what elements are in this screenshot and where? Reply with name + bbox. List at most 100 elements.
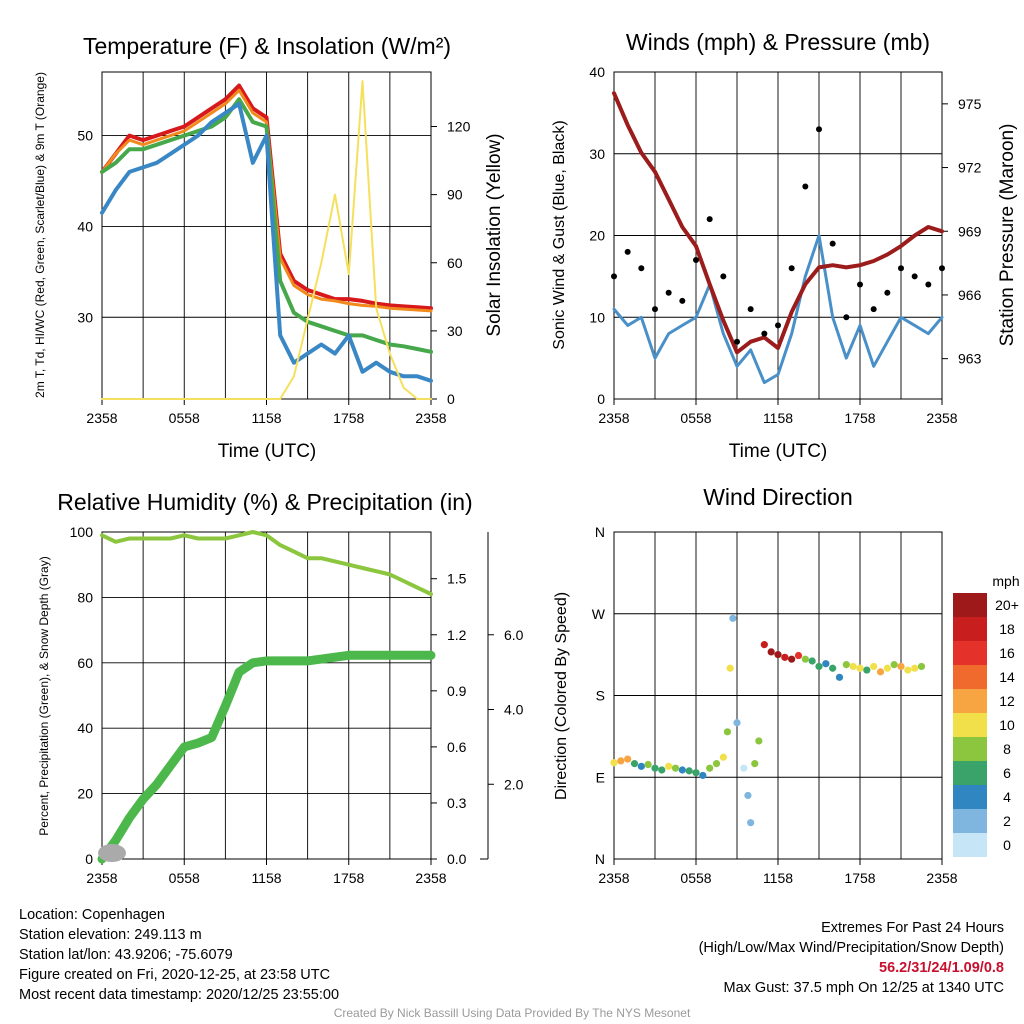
- direction-point: [774, 651, 782, 659]
- speed-legend-label: 6: [1003, 765, 1011, 781]
- direction-point: [726, 664, 734, 672]
- direction-point: [856, 664, 864, 672]
- x-tick-label: 1758: [333, 870, 364, 886]
- gust-point: [857, 281, 863, 288]
- direction-point: [883, 664, 891, 672]
- x-tick-label: 1158: [763, 870, 793, 886]
- direction-point: [630, 760, 639, 768]
- rh-panel-title: Relative Humidity (%) & Precipitation (i…: [57, 489, 472, 515]
- direction-point: [781, 653, 789, 661]
- direction-point: [760, 641, 768, 649]
- extremes-title: Extremes For Past 24 Hours: [821, 920, 1004, 936]
- elevation-text: Station elevation: 249.113 m: [19, 927, 202, 943]
- y2-tick-label: 120: [447, 119, 471, 135]
- direction-point: [801, 655, 809, 663]
- y-tick-label: 0: [85, 851, 93, 867]
- x-tick-label: 2358: [415, 410, 446, 426]
- y-tick-label: N: [595, 851, 605, 867]
- direction-point: [699, 771, 707, 780]
- gust-point: [884, 289, 891, 296]
- x-tick-label: 0558: [680, 870, 711, 886]
- speed-legend-label: 4: [1003, 789, 1011, 805]
- x-tick-label: 0558: [680, 410, 711, 426]
- direction-point: [644, 760, 652, 769]
- direction-point: [917, 662, 926, 671]
- y-tick-label: 10: [589, 309, 605, 325]
- speed-legend-swatch: [953, 617, 987, 641]
- direction-point: [729, 614, 737, 622]
- y2-tick-label: 1.5: [447, 571, 467, 587]
- direction-point: [751, 760, 759, 768]
- speed-legend-swatch: [953, 689, 987, 713]
- y-tick-label: 30: [77, 309, 93, 325]
- series-wind: [612, 234, 944, 385]
- direction-point: [624, 755, 632, 763]
- direction-point: [637, 762, 645, 770]
- gust-point: [747, 306, 754, 313]
- y2-tick-label: 60: [447, 255, 463, 271]
- direction-point: [835, 673, 844, 681]
- speed-legend-unit: mph: [992, 573, 1019, 589]
- credit-text: Created By Nick Bassill Using Data Provi…: [333, 1006, 691, 1020]
- direction-point: [692, 769, 700, 777]
- y-tick-label: 50: [77, 128, 93, 144]
- direction-point: [904, 666, 912, 674]
- y-tick-label: S: [596, 688, 605, 704]
- wind-x-title: Time (UTC): [729, 441, 828, 462]
- temp-y-title: 2m T, Td, HI/WC (Red, Green, Scarlet/Blu…: [33, 72, 47, 398]
- direction-point: [671, 764, 680, 772]
- gust-point: [761, 330, 768, 337]
- speed-legend-label: 12: [999, 693, 1015, 709]
- y-tick-label: 60: [77, 655, 93, 671]
- y-tick-label: 20: [77, 786, 93, 802]
- y2-tick-label: 0: [447, 391, 455, 407]
- direction-point: [808, 657, 816, 665]
- direction-point: [658, 766, 666, 774]
- rh-y-title: Percent, Precipitation (Green), & Snow D…: [37, 556, 51, 835]
- direction-point: [849, 662, 857, 671]
- location-text: Location: Copenhagen: [19, 907, 165, 923]
- created-text: Figure created on Fri, 2020-12-25, at 23…: [19, 967, 331, 983]
- y2-tick-label: 0.9: [447, 683, 467, 699]
- series-dewpoint: [100, 101, 433, 383]
- x-tick-label: 2358: [598, 870, 629, 886]
- gust-point: [775, 322, 781, 329]
- speed-legend-label: 0: [1003, 837, 1011, 853]
- direction-point: [870, 662, 878, 671]
- gust-point: [829, 240, 836, 247]
- gust-point: [870, 306, 877, 313]
- direction-point: [815, 662, 823, 671]
- x-tick-label: 0558: [169, 870, 200, 886]
- recent-text: Most recent data timestamp: 2020/12/25 2…: [19, 987, 340, 1003]
- direction-point: [911, 664, 919, 672]
- x-tick-label: 2358: [926, 870, 957, 886]
- gust-point: [898, 265, 904, 272]
- y2-tick-label: 963: [958, 351, 982, 367]
- temp-x-title: Time (UTC): [218, 441, 317, 462]
- x-tick-label: 1158: [251, 410, 281, 426]
- station-info: Location: Copenhagen Station elevation: …: [19, 905, 339, 1005]
- direction-point: [897, 662, 905, 671]
- series-rh: [100, 530, 433, 597]
- speed-legend-label: 8: [1003, 741, 1011, 757]
- y2-tick-label: 969: [958, 223, 982, 239]
- y-tick-label: 40: [77, 720, 93, 736]
- direction-point: [665, 762, 673, 770]
- gust-point: [611, 273, 617, 280]
- gust-point: [624, 248, 631, 255]
- y2-tick-label: 0.6: [447, 739, 467, 755]
- gust-point: [734, 338, 740, 345]
- y-tick-label: 20: [589, 228, 605, 244]
- dir-panel-title: Wind Direction: [703, 484, 853, 510]
- y2-tick-label: 1.2: [447, 627, 467, 643]
- gust-point: [679, 297, 686, 304]
- y-tick-label: 30: [589, 146, 605, 162]
- direction-point: [755, 737, 763, 745]
- speed-legend-swatch: [953, 641, 987, 665]
- y-tick-label: N: [595, 524, 605, 540]
- direction-point: [685, 767, 693, 775]
- y2-tick-label: 966: [958, 287, 982, 303]
- speed-legend-swatch: [953, 665, 987, 689]
- gust-point: [802, 183, 809, 190]
- direction-point: [740, 764, 748, 772]
